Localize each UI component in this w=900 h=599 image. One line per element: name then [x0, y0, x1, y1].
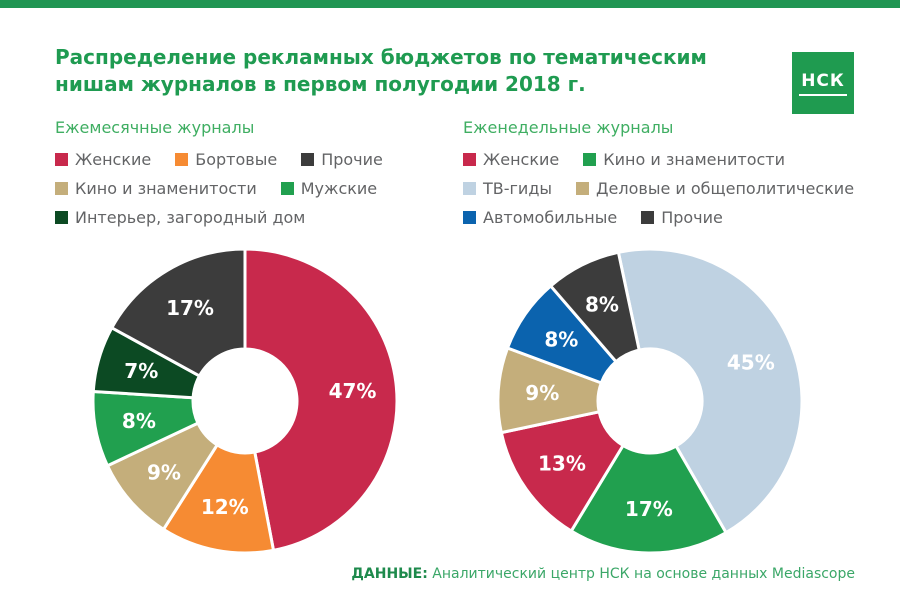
top-accent-bar: [0, 0, 900, 8]
nsk-logo: НСК: [792, 52, 854, 114]
legend-row: Женские Кино и знаменитости: [463, 150, 883, 169]
legend-label: Женские: [483, 150, 560, 169]
source-note: ДАННЫЕ: Аналитический центр НСК на основ…: [55, 566, 855, 582]
chart-weekly-title: Еженедельные журналы: [463, 118, 674, 137]
slice-value-label: 9%: [525, 381, 559, 405]
legend-label: Бортовые: [195, 150, 278, 169]
legend-item: Деловые и общеполитические: [576, 179, 854, 198]
nsk-logo-text: НСК: [799, 71, 847, 96]
slice-value-label: 13%: [538, 452, 586, 476]
legend-swatch: [463, 153, 476, 166]
legend-row: Интерьер, загородный дом: [55, 208, 435, 227]
legend-item: Прочие: [301, 150, 383, 169]
legend-label: Мужские: [300, 179, 378, 198]
legend-item: Кино и знаменитости: [55, 179, 257, 198]
legend-label: Прочие: [321, 150, 383, 169]
legend-swatch: [641, 211, 655, 224]
chart-monthly-legend: Женские Бортовые Прочие Кино и знаменитости…: [55, 150, 435, 227]
slice-value-label: 7%: [124, 359, 158, 383]
legend-item: Женские: [463, 150, 559, 169]
legend-label: Автомобильные: [483, 208, 618, 227]
legend-item: Женские: [55, 150, 151, 169]
chart-monthly-magazines: Ежемесячные журналы Женские Бортовые Прочи…: [55, 118, 435, 561]
legend-item: Прочие: [641, 208, 723, 227]
legend-swatch: [175, 153, 189, 166]
legend-swatch: [55, 182, 68, 195]
donut-slice-0: [243, 247, 399, 552]
source-note-label: ДАННЫЕ:: [351, 566, 428, 582]
chart-weekly-legend: Женские Кино и знаменитости ТВ-гиды Деловые…: [463, 150, 883, 227]
legend-item: Мужские: [280, 179, 378, 198]
legend-item: ТВ-гиды: [463, 179, 552, 198]
legend-swatch: [55, 153, 68, 166]
donut-slice-5: [110, 247, 247, 378]
slice-value-label: 17%: [166, 296, 214, 320]
slice-value-label: 12%: [201, 495, 249, 519]
legend-swatch: [576, 182, 590, 195]
legend-row: Автомобильные Прочие: [463, 208, 883, 227]
slice-value-label: 45%: [727, 350, 775, 374]
legend-row: ТВ-гиды Деловые и общеполитические: [463, 179, 883, 198]
legend-swatch: [583, 153, 597, 166]
legend-item: Интерьер, загородный дом: [55, 208, 305, 227]
chart-weekly-donut: 45% 17% 13% 9% 8% 8%: [496, 247, 804, 555]
legend-label: Женские: [75, 150, 152, 169]
legend-label: Интерьер, загородный дом: [75, 208, 306, 227]
donut-slice-1: [569, 443, 728, 555]
legend-label: Деловые и общеполитические: [596, 179, 855, 198]
chart-weekly-magazines: Еженедельные журналы Женские Кино и знаме…: [463, 118, 883, 561]
donut-slice-0: [616, 247, 804, 535]
legend-label: Кино и знаменитости: [75, 179, 257, 198]
legend-swatch: [280, 182, 294, 195]
legend-label: Кино и знаменитости: [603, 150, 785, 169]
legend-row: Кино и знаменитости Мужские: [55, 179, 435, 198]
legend-swatch: [55, 211, 68, 224]
slice-value-label: 9%: [147, 460, 181, 484]
legend-row: Женские Бортовые Прочие: [55, 150, 435, 169]
legend-swatch: [463, 211, 476, 224]
page-title-line-2: нишам журналов в первом полугодии 2018 г…: [55, 72, 586, 96]
slice-value-label: 47%: [329, 379, 377, 403]
slice-value-label: 8%: [544, 327, 578, 351]
slice-value-label: 8%: [585, 292, 619, 316]
chart-monthly-donut: 47% 12% 9% 8% 7% 17%: [91, 247, 399, 555]
donut-slice-2: [499, 410, 625, 533]
legend-swatch: [463, 182, 476, 195]
legend-item: Кино и знаменитости: [583, 150, 785, 169]
slice-value-label: 8%: [122, 409, 156, 433]
donut-slice-1: [162, 443, 275, 555]
source-note-text: Аналитический центр НСК на основе данных…: [432, 566, 855, 582]
page-title: Распределение рекламных бюджетов по тема…: [55, 44, 755, 98]
legend-label: ТВ-гиды: [483, 179, 553, 198]
legend-item: Бортовые: [175, 150, 277, 169]
legend-label: Прочие: [661, 208, 723, 227]
donut-slice-5: [549, 250, 641, 364]
slice-value-label: 17%: [625, 497, 673, 521]
page-title-line-1: Распределение рекламных бюджетов по тема…: [55, 45, 707, 69]
legend-item: Автомобильные: [463, 208, 617, 227]
legend-swatch: [301, 153, 315, 166]
chart-monthly-title: Ежемесячные журналы: [55, 118, 255, 137]
